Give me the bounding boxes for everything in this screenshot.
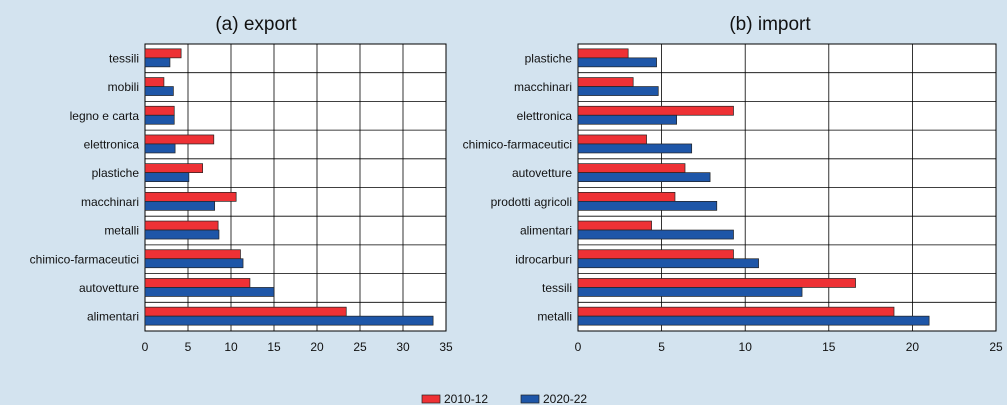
category-label: prodotti agricoli bbox=[491, 195, 572, 209]
bar-2020-22-tessili bbox=[144, 57, 171, 68]
x-tick-label: 10 bbox=[739, 340, 753, 354]
bar-2020-22-idrocarburi bbox=[577, 258, 759, 269]
category-label: alimentari bbox=[87, 310, 139, 324]
bar-2020-22-elettronica bbox=[577, 114, 677, 125]
category-label: idrocarburi bbox=[515, 252, 572, 266]
bar-2020-22-tessili bbox=[577, 287, 803, 297]
x-tick-label: 0 bbox=[142, 340, 149, 354]
legend-swatch bbox=[421, 394, 441, 404]
bar-2010-12-legno-e-carta bbox=[144, 105, 175, 116]
bar-2020-22-autovetture bbox=[577, 172, 711, 182]
bar-2010-12-autovetture bbox=[577, 163, 686, 173]
category-label: alimentari bbox=[520, 224, 572, 238]
bar-2010-12-chimico-farmaceutici bbox=[577, 134, 647, 145]
bar-2020-22-alimentari bbox=[577, 229, 734, 240]
chart-title: (b) import bbox=[729, 14, 811, 35]
chart-panel-export: tessili mobili legno e carta elettronica pla… bbox=[30, 14, 453, 354]
bar-2020-22-plastiche bbox=[577, 57, 657, 68]
category-label: metalli bbox=[104, 224, 139, 238]
x-tick-label: 35 bbox=[439, 340, 453, 354]
x-tick-label: 30 bbox=[396, 340, 410, 354]
x-tick-label: 25 bbox=[353, 340, 367, 354]
bar-2010-12-tessili bbox=[577, 278, 856, 288]
category-label: plastiche bbox=[525, 51, 573, 65]
bar-2020-22-chimico-farmaceutici bbox=[144, 258, 244, 269]
category-label: macchinari bbox=[514, 80, 572, 94]
x-tick-label: 25 bbox=[989, 340, 1003, 354]
category-label: elettronica bbox=[84, 137, 140, 151]
bar-2020-22-macchinari bbox=[144, 201, 216, 211]
x-tick-label: 20 bbox=[906, 340, 920, 354]
bar-2010-12-prodotti-agricoli bbox=[577, 192, 676, 202]
bar-2010-12-macchinari bbox=[577, 77, 634, 87]
category-label: autovetture bbox=[79, 281, 139, 295]
category-label: tessili bbox=[109, 51, 139, 65]
bar-2010-12-tessili bbox=[144, 48, 182, 59]
category-label: mobili bbox=[108, 80, 139, 94]
x-tick-label: 5 bbox=[658, 340, 665, 354]
bar-2020-22-metalli bbox=[144, 229, 220, 240]
bar-2020-22-metalli bbox=[577, 315, 930, 326]
category-label: plastiche bbox=[92, 166, 140, 180]
bar-2020-22-autovetture bbox=[144, 287, 275, 297]
bar-2010-12-elettronica bbox=[577, 105, 734, 116]
bar-2010-12-chimico-farmaceutici bbox=[144, 249, 241, 260]
category-label: tessili bbox=[542, 281, 572, 295]
chart-panel-import: plastiche macchinari elettronica chimico-fa… bbox=[463, 14, 1003, 354]
bar-2010-12-alimentari bbox=[577, 220, 652, 231]
bar-2020-22-prodotti-agricoli bbox=[577, 201, 718, 211]
bar-2010-12-plastiche bbox=[577, 48, 629, 59]
bar-2010-12-mobili bbox=[144, 77, 165, 87]
bar-2020-22-mobili bbox=[144, 86, 174, 96]
category-label: macchinari bbox=[81, 195, 139, 209]
bar-2010-12-autovetture bbox=[144, 278, 251, 288]
x-tick-label: 20 bbox=[310, 340, 324, 354]
category-label: chimico-farmaceutici bbox=[30, 252, 139, 266]
bar-2020-22-legno-e-carta bbox=[144, 114, 175, 125]
bar-2010-12-idrocarburi bbox=[577, 249, 734, 260]
bar-2020-22-elettronica bbox=[144, 143, 176, 154]
x-tick-label: 15 bbox=[822, 340, 836, 354]
chart-title: (a) export bbox=[215, 14, 297, 35]
legend-label: 2010-12 bbox=[444, 392, 488, 405]
bar-2010-12-elettronica bbox=[144, 134, 215, 145]
x-tick-label: 15 bbox=[267, 340, 281, 354]
plot-border bbox=[577, 43, 997, 332]
category-label: legno e carta bbox=[70, 109, 140, 123]
legend-swatch bbox=[520, 394, 540, 404]
category-label: elettronica bbox=[517, 109, 573, 123]
bar-2020-22-alimentari bbox=[144, 315, 434, 326]
bar-2020-22-macchinari bbox=[577, 86, 659, 96]
bar-2010-12-alimentari bbox=[144, 306, 347, 317]
legend-label: 2020-22 bbox=[543, 392, 587, 405]
plot-border bbox=[144, 43, 447, 332]
x-tick-label: 10 bbox=[224, 340, 238, 354]
bar-2020-22-chimico-farmaceutici bbox=[577, 143, 693, 154]
category-label: chimico-farmaceutici bbox=[463, 137, 572, 151]
x-tick-label: 5 bbox=[185, 340, 192, 354]
category-label: metalli bbox=[537, 310, 572, 324]
bar-2010-12-plastiche bbox=[144, 163, 203, 173]
bar-2010-12-metalli bbox=[144, 220, 219, 231]
bar-2010-12-metalli bbox=[577, 306, 895, 317]
category-label: autovetture bbox=[512, 166, 572, 180]
x-tick-label: 0 bbox=[575, 340, 582, 354]
legend: 2010-12 2020-22 bbox=[421, 392, 587, 405]
bar-2020-22-plastiche bbox=[144, 172, 190, 182]
bar-2010-12-macchinari bbox=[144, 192, 237, 202]
